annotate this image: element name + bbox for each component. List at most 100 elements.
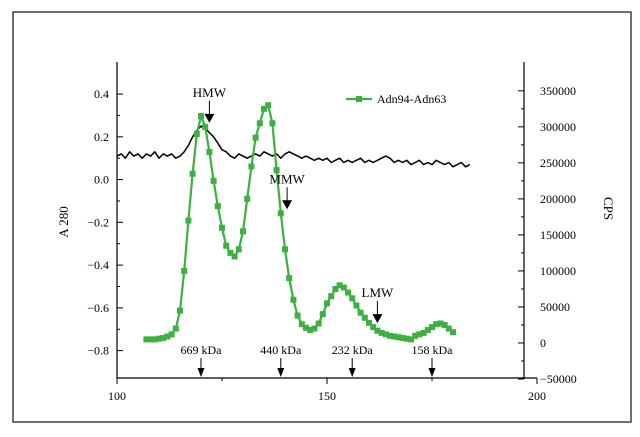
marker-label: 232 kDa xyxy=(332,343,374,357)
data-point xyxy=(277,210,284,217)
series-line-a280 xyxy=(116,125,471,168)
x-axis-tick-label: 100 xyxy=(108,389,126,403)
data-point xyxy=(319,311,326,318)
data-point xyxy=(202,123,209,130)
right-axis-tick-label: 250000 xyxy=(540,156,576,170)
legend-label: Adn94-Adn63 xyxy=(377,92,446,106)
data-point xyxy=(206,149,213,156)
data-point xyxy=(387,332,393,339)
data-point xyxy=(269,120,276,127)
axes: 0.4 0.2 0.0 −0.2 −0.4 −0.6 −0.8 A 280 350000 3000… xyxy=(56,62,616,403)
right-axis-tick-label: 0 xyxy=(540,336,546,350)
data-point xyxy=(244,195,251,202)
left-axis-tick-label: −0.8 xyxy=(87,344,109,358)
annotations: HMW MMW LMW 669 kDa 440 kDa 232 kDa 158 kDa xyxy=(181,85,454,377)
data-point xyxy=(412,332,419,339)
data-point xyxy=(294,312,301,319)
data-point xyxy=(286,275,293,282)
left-axis-tick-label: −0.4 xyxy=(87,258,109,272)
data-point xyxy=(336,282,343,289)
data-point xyxy=(353,302,360,309)
marker-label: 158 kDa xyxy=(412,343,454,357)
left-axis-tick-label: 0.0 xyxy=(94,173,109,187)
right-axis-tick-label: −50000 xyxy=(540,372,577,386)
data-point xyxy=(311,325,318,332)
data-point xyxy=(298,321,305,328)
marker-arrow-head xyxy=(277,368,285,377)
data-point xyxy=(445,325,452,332)
data-point xyxy=(231,253,238,260)
data-point xyxy=(328,293,335,300)
peak-label: HMW xyxy=(193,85,227,100)
left-axis-tick-label: 0.2 xyxy=(94,130,109,144)
peak-arrow-head xyxy=(204,113,215,123)
data-point xyxy=(261,105,267,112)
right-axis-tick-label: 200000 xyxy=(540,192,576,206)
x-axis-tick-label: 200 xyxy=(528,389,546,403)
marker-arrow-head xyxy=(348,368,356,377)
data-point xyxy=(408,336,414,343)
data-point xyxy=(151,336,158,343)
data-point xyxy=(265,102,272,109)
data-point xyxy=(324,300,330,307)
data-point xyxy=(378,329,385,336)
data-point xyxy=(290,296,297,303)
peak-arrow-head xyxy=(372,314,383,324)
data-point xyxy=(252,134,259,141)
data-point xyxy=(357,309,364,316)
data-point xyxy=(370,324,377,331)
right-axis-tick-label: 100000 xyxy=(540,264,576,278)
data-point xyxy=(219,224,225,231)
left-axis-label: A 280 xyxy=(56,206,71,237)
data-point xyxy=(177,307,183,314)
data-point xyxy=(273,167,280,174)
right-axis-label: CPS xyxy=(601,197,616,220)
data-point xyxy=(185,217,192,224)
data-point xyxy=(361,314,368,321)
right-axis-tick-label: 350000 xyxy=(540,84,576,98)
left-axis-tick-label: −0.6 xyxy=(87,301,109,315)
data-point xyxy=(340,284,347,291)
data-point xyxy=(433,321,440,328)
data-point xyxy=(303,324,309,331)
data-point xyxy=(429,324,435,331)
data-point xyxy=(235,246,242,253)
data-point xyxy=(210,177,217,184)
data-point xyxy=(366,319,372,326)
peak-arrow-head xyxy=(282,200,293,210)
data-point xyxy=(382,331,389,338)
data-point xyxy=(349,295,356,302)
legend-marker xyxy=(356,96,362,102)
data-point xyxy=(450,329,456,336)
marker-arrow-head xyxy=(197,368,205,377)
series-line-adn94-adn63 xyxy=(146,104,454,341)
data-point xyxy=(391,333,398,340)
data-point xyxy=(156,335,162,342)
data-point xyxy=(307,327,314,334)
data-point xyxy=(223,242,230,249)
data-point xyxy=(181,267,188,274)
data-point xyxy=(193,131,200,138)
data-point xyxy=(214,203,221,210)
data-point xyxy=(198,113,204,120)
data-point xyxy=(416,331,423,338)
marker-label: 669 kDa xyxy=(181,343,223,357)
data-point xyxy=(315,320,322,327)
data-point xyxy=(143,336,150,343)
right-axis-tick-label: 50000 xyxy=(540,300,570,314)
data-point xyxy=(441,321,448,328)
data-point xyxy=(437,320,444,327)
right-axis-tick-label: 300000 xyxy=(540,120,576,134)
data-point xyxy=(256,120,263,127)
peak-label: LMW xyxy=(362,285,395,300)
figure-frame xyxy=(12,11,632,423)
data-point xyxy=(345,289,351,296)
data-point xyxy=(282,246,288,253)
data-point xyxy=(420,329,427,336)
data-point xyxy=(240,228,246,235)
data-point xyxy=(172,325,179,332)
data-point xyxy=(424,327,431,334)
legend: Adn94-Adn63 xyxy=(346,92,446,106)
